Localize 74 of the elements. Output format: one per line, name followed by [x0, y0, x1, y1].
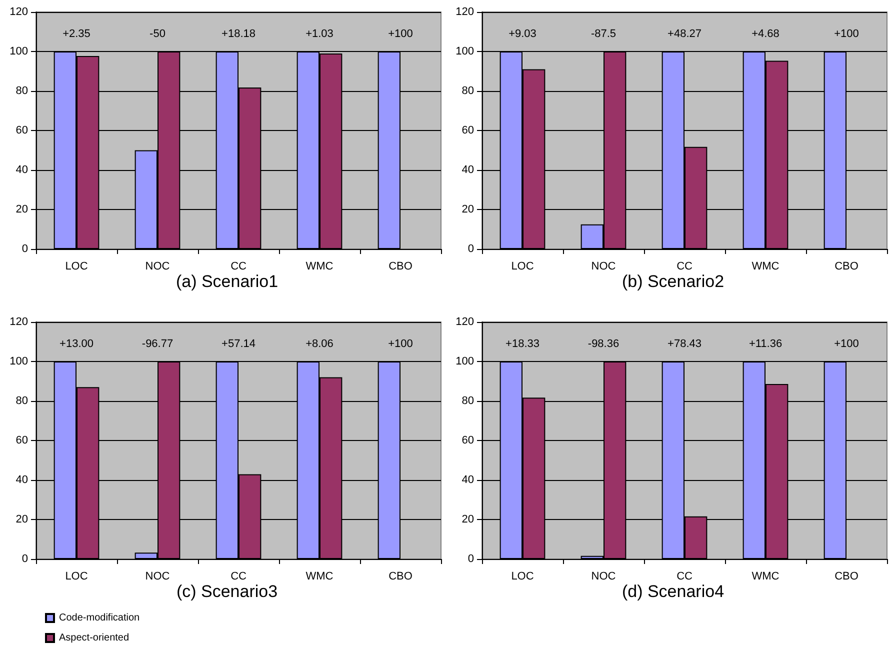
y-tick-label: 40 [16, 474, 28, 486]
text: (b) Scenario2 [622, 272, 724, 291]
annotation: -50 [150, 28, 166, 40]
y-tick-label: 40 [462, 164, 474, 176]
y-tick-label: 120 [456, 6, 474, 18]
annotation: +4.68 [752, 28, 780, 40]
x-tick-label: CBO [834, 570, 859, 582]
legend-label: Code-modification [59, 612, 140, 624]
annotation: +2.35 [62, 28, 90, 40]
x-tick-label: NOC [591, 570, 616, 582]
annotation: +100 [834, 28, 859, 40]
x-tick-label: LOC [511, 260, 534, 272]
y-tick-label: 60 [16, 124, 28, 136]
annotation: +8.06 [306, 338, 334, 350]
y-tick-label: 0 [22, 553, 28, 565]
y-tick-label: 0 [468, 553, 474, 565]
annotation: +13.00 [60, 338, 94, 350]
annotation: -96.77 [142, 338, 174, 350]
y-tick-label: 20 [16, 204, 28, 216]
x-tick-label: CC [676, 570, 692, 582]
y-tick-label: 60 [462, 434, 474, 446]
annotation: +1.03 [306, 28, 334, 40]
y-tick-label: 80 [16, 85, 28, 97]
x-tick-label: WMC [752, 260, 780, 272]
x-tick-label: NOC [145, 570, 170, 582]
text: (a) Scenario1 [176, 272, 278, 291]
annotation: +78.43 [668, 338, 702, 350]
y-tick-label: 80 [462, 85, 474, 97]
x-tick-label: WMC [306, 570, 334, 582]
annotation: -87.5 [590, 28, 616, 40]
x-tick-label: WMC [306, 260, 334, 272]
y-tick-label: 80 [462, 395, 474, 407]
x-tick-label: LOC [65, 260, 88, 272]
y-tick-label: 120 [456, 316, 474, 328]
annotation: +48.27 [668, 28, 702, 40]
y-tick-label: 0 [22, 243, 28, 255]
y-tick-label: 20 [16, 514, 28, 526]
annotation: +57.14 [222, 338, 256, 350]
y-tick-label: 0 [468, 243, 474, 255]
annotation: +18.33 [506, 338, 540, 350]
legend-label: Aspect-oriented [59, 632, 130, 644]
annotation: +9.03 [508, 28, 536, 40]
x-tick-label: CC [230, 570, 246, 582]
x-tick-label: CC [230, 260, 246, 272]
y-tick-label: 100 [10, 356, 28, 368]
x-tick-label: WMC [752, 570, 780, 582]
text: (d) Scenario4 [622, 582, 724, 601]
y-tick-label: 20 [462, 514, 474, 526]
y-tick-label: 120 [10, 316, 28, 328]
x-tick-label: LOC [65, 570, 88, 582]
y-tick-label: 40 [462, 474, 474, 486]
y-tick-label: 100 [456, 46, 474, 58]
x-tick-label: NOC [591, 260, 616, 272]
annotation: +100 [388, 338, 413, 350]
x-tick-label: NOC [145, 260, 170, 272]
x-tick-label: LOC [511, 570, 534, 582]
y-tick-label: 120 [10, 6, 28, 18]
y-tick-label: 100 [10, 46, 28, 58]
annotation: +18.18 [222, 28, 256, 40]
y-tick-label: 100 [456, 356, 474, 368]
y-tick-label: 80 [16, 395, 28, 407]
x-tick-label: CC [676, 260, 692, 272]
annotation: +100 [834, 338, 859, 350]
y-tick-label: 60 [16, 434, 28, 446]
x-tick-label: CBO [388, 260, 413, 272]
annotation: +100 [388, 28, 413, 40]
y-tick-label: 40 [16, 164, 28, 176]
annotation: -98.36 [588, 338, 620, 350]
y-tick-label: 60 [462, 124, 474, 136]
text: (c) Scenario3 [176, 582, 278, 601]
y-tick-label: 20 [462, 204, 474, 216]
annotation: +11.36 [748, 338, 782, 350]
x-tick-label: CBO [388, 570, 413, 582]
x-tick-label: CBO [834, 260, 859, 272]
